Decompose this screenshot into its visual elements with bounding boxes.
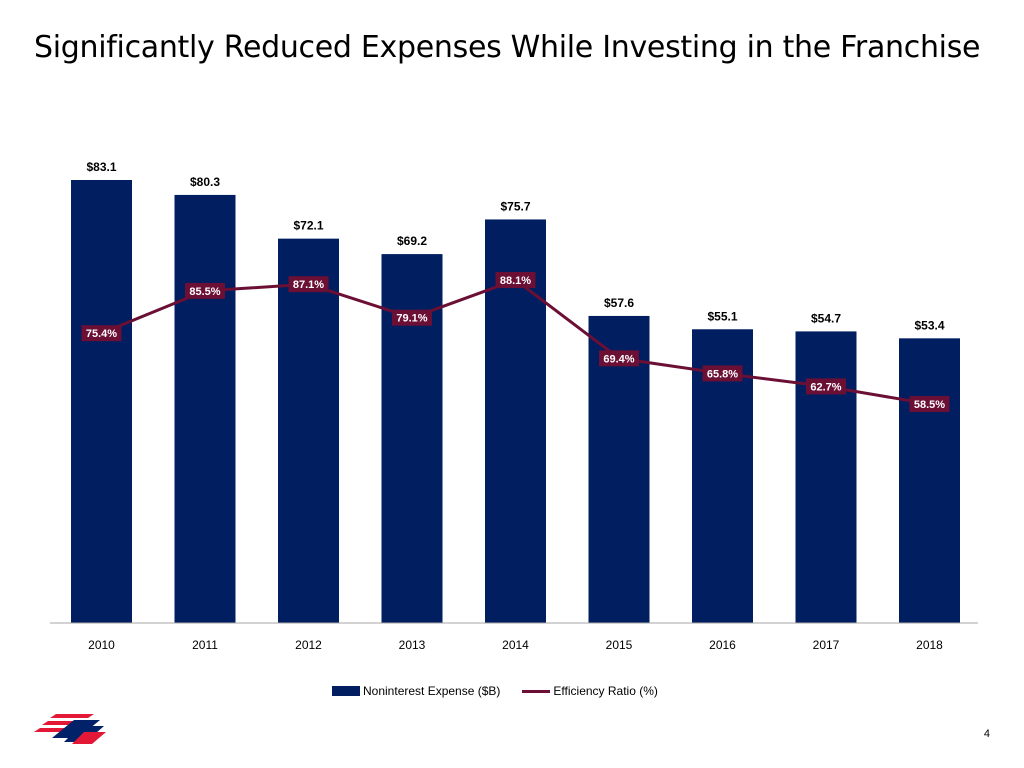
ratio-label-box xyxy=(909,396,950,413)
legend-label-ratio: Efficiency Ratio (%) xyxy=(553,684,658,698)
expense-value-label: $80.3 xyxy=(190,175,220,189)
ratio-label-box xyxy=(806,378,846,395)
legend-item-expense: Noninterest Expense ($B) xyxy=(332,684,500,698)
x-tick-label: 2016 xyxy=(709,638,736,652)
ratio-value-label: 87.1% xyxy=(293,279,324,291)
efficiency-ratio-point: 69.4% xyxy=(599,350,639,367)
legend-swatch-bar xyxy=(332,686,360,696)
ratio-value-label: 65.8% xyxy=(707,368,738,380)
efficiency-ratio-point: 88.1% xyxy=(495,271,536,288)
page-number: 4 xyxy=(983,728,990,740)
legend-swatch-line xyxy=(522,689,551,693)
x-tick-label: 2011 xyxy=(192,638,218,652)
x-tick-label: 2018 xyxy=(916,638,943,652)
expense-bar-2015 xyxy=(588,315,650,623)
ticks-layer: 2010 2011 2012 2013 2014 2015 2016 2017 2018 xyxy=(88,638,943,652)
expense-bar-2010 xyxy=(71,180,132,623)
page-title: Significantly Reduced Expenses While Inv… xyxy=(34,30,981,65)
bars-layer xyxy=(71,180,960,624)
x-tick-label: 2014 xyxy=(502,638,529,652)
ratio-value-label: 75.4% xyxy=(86,328,117,340)
ratio-value-label: 69.4% xyxy=(603,353,634,365)
efficiency-ratio-point: 58.5% xyxy=(909,396,950,413)
expense-bar-2012 xyxy=(278,238,339,623)
expense-value-label: $57.6 xyxy=(604,296,634,310)
expense-value-label: $53.4 xyxy=(914,318,944,332)
ratio-value-label: 85.5% xyxy=(189,286,220,298)
efficiency-ratio-point: 79.1% xyxy=(392,309,432,326)
expense-value-label: $72.1 xyxy=(293,219,323,233)
ratio-label-box xyxy=(81,325,122,342)
legend-item-ratio: Efficiency Ratio (%) xyxy=(522,684,658,698)
ratio-label-box xyxy=(495,271,536,288)
ratio-label-box xyxy=(392,309,432,326)
efficiency-ratio-point: 87.1% xyxy=(288,276,329,293)
legend-label-expense: Noninterest Expense ($B) xyxy=(363,684,501,698)
bank-flag-logo-icon xyxy=(34,714,106,744)
expense-value-label: $83.1 xyxy=(86,160,116,174)
expense-value-label: $75.7 xyxy=(500,199,530,213)
x-tick-label: 2015 xyxy=(606,638,633,652)
x-tick-label: 2013 xyxy=(399,638,426,652)
ratio-value-label: 62.7% xyxy=(810,381,841,393)
expense-bar-2011 xyxy=(174,194,236,624)
expense-value-label: $69.2 xyxy=(397,234,427,248)
ratio-label-box xyxy=(702,365,743,382)
chart: $83.1 $80.3 $72.1 $69.2 $75.7 $57.6 $55.1 $54.7… xyxy=(50,160,978,652)
ratio-label-box xyxy=(599,350,639,367)
ratio-value-label: 58.5% xyxy=(914,399,945,411)
legend: Noninterest Expense ($B) Efficiency Rati… xyxy=(332,684,658,698)
efficiency-ratio-point: 75.4% xyxy=(81,325,122,342)
efficiency-ratio-point: 62.7% xyxy=(806,378,846,395)
x-tick-label: 2017 xyxy=(813,638,840,652)
x-tick-label: 2010 xyxy=(88,638,115,652)
expense-value-label: $54.7 xyxy=(811,311,841,325)
expense-bar-2018 xyxy=(899,338,960,623)
expense-bar-2017 xyxy=(795,331,857,623)
ratio-label-box xyxy=(185,282,225,299)
bar-labels-layer: $83.1 $80.3 $72.1 $69.2 $75.7 $57.6 $55.1 $54.7… xyxy=(86,160,944,332)
efficiency-ratio-point: 85.5% xyxy=(185,282,225,299)
ratio-label-box xyxy=(288,276,329,293)
ratio-value-label: 79.1% xyxy=(396,313,427,325)
x-tick-label: 2012 xyxy=(295,638,322,652)
expense-value-label: $55.1 xyxy=(707,309,737,323)
ratio-value-label: 88.1% xyxy=(500,275,531,287)
efficiency-ratio-point: 65.8% xyxy=(702,365,743,382)
ratio-labels-layer: 75.4% 85.5% 87.1% 79.1% 88.1% 69.4% 65.8% 62.7%… xyxy=(81,271,950,413)
